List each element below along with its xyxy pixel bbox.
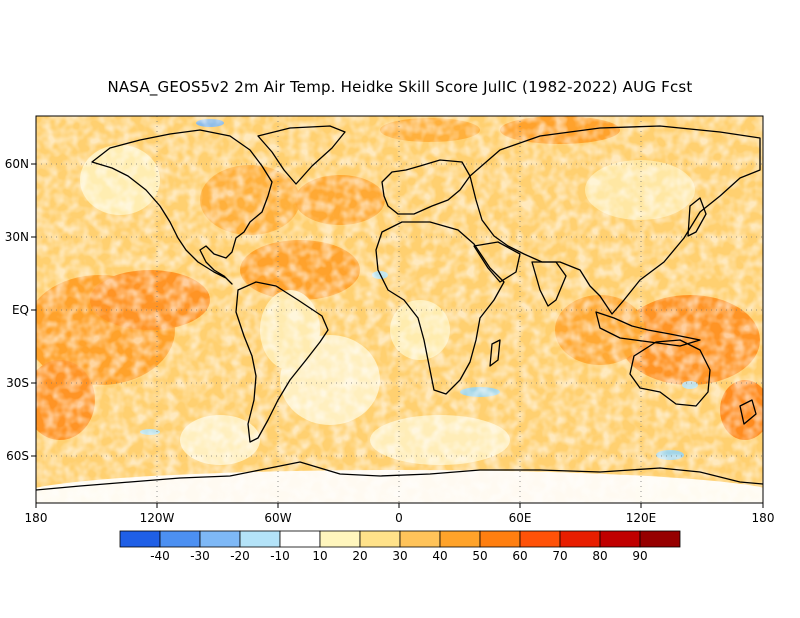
north-america-coast xyxy=(91,129,273,285)
legend-label: 10 xyxy=(312,549,327,563)
coastlines xyxy=(36,125,763,491)
graticule xyxy=(36,116,763,503)
lon-tick-label: 60E xyxy=(509,511,532,525)
lat-tick-label: 60N xyxy=(5,157,29,171)
lon-tick-label: 120W xyxy=(140,511,175,525)
australia-coast xyxy=(629,339,711,407)
legend-label: -30 xyxy=(190,549,210,563)
legend-label: 90 xyxy=(632,549,647,563)
legend-label: -20 xyxy=(230,549,250,563)
legend-color-box xyxy=(399,530,441,548)
legend-color-box xyxy=(239,530,281,548)
legend-color-box xyxy=(559,530,601,548)
asia-coast xyxy=(469,125,761,315)
india-coast xyxy=(531,261,567,307)
greenland-coast xyxy=(257,125,346,185)
europe-coast xyxy=(381,159,471,215)
lat-tick-label: 30N xyxy=(5,230,29,244)
legend-color-box xyxy=(479,530,521,548)
legend-label: 30 xyxy=(392,549,407,563)
legend-label: 20 xyxy=(352,549,367,563)
arabia-coast xyxy=(473,241,521,283)
legend-color-box xyxy=(119,530,161,548)
legend-label: -10 xyxy=(270,549,290,563)
legend-color-box xyxy=(519,530,561,548)
legend-label: 50 xyxy=(472,549,487,563)
lon-tick-label: 180 xyxy=(25,511,48,525)
africa-coast xyxy=(375,221,505,395)
antarctica-coast xyxy=(36,461,763,491)
lat-tick-label: 60S xyxy=(6,449,29,463)
legend-label: -40 xyxy=(150,549,170,563)
legend-label: 60 xyxy=(512,549,527,563)
madagascar-coast xyxy=(489,339,501,367)
legend-color-box xyxy=(359,530,401,548)
legend-color-box xyxy=(319,530,361,548)
japan-coast xyxy=(687,197,707,237)
lon-tick-label: 0 xyxy=(395,511,403,525)
lat-tick-label: 30S xyxy=(6,376,29,390)
legend-color-box xyxy=(159,530,201,548)
legend-color-box xyxy=(639,530,681,548)
south-america-coast xyxy=(235,281,329,443)
tick-marks xyxy=(31,163,764,508)
indonesia-coast xyxy=(595,311,701,347)
legend-color-box xyxy=(199,530,241,548)
lon-tick-label: 60W xyxy=(264,511,291,525)
new-zealand-coast xyxy=(739,399,757,425)
legend-color-box xyxy=(439,530,481,548)
legend-color-box xyxy=(599,530,641,548)
legend-boxes xyxy=(119,530,681,548)
legend-labels: -40 -30 -20 -10 10 20 30 40 50 60 70 80 90 xyxy=(150,549,647,563)
legend-label: 70 xyxy=(552,549,567,563)
lon-tick-label: 120E xyxy=(626,511,657,525)
legend-label: 80 xyxy=(592,549,607,563)
shaded-field xyxy=(36,116,763,503)
legend-label: 40 xyxy=(432,549,447,563)
lon-tick-label: 180 xyxy=(752,511,775,525)
legend-color-box xyxy=(279,530,321,548)
map-title: NASA_GEOS5v2 2m Air Temp. Heidke Skill S… xyxy=(107,78,693,96)
lat-tick-label: EQ xyxy=(12,303,29,317)
